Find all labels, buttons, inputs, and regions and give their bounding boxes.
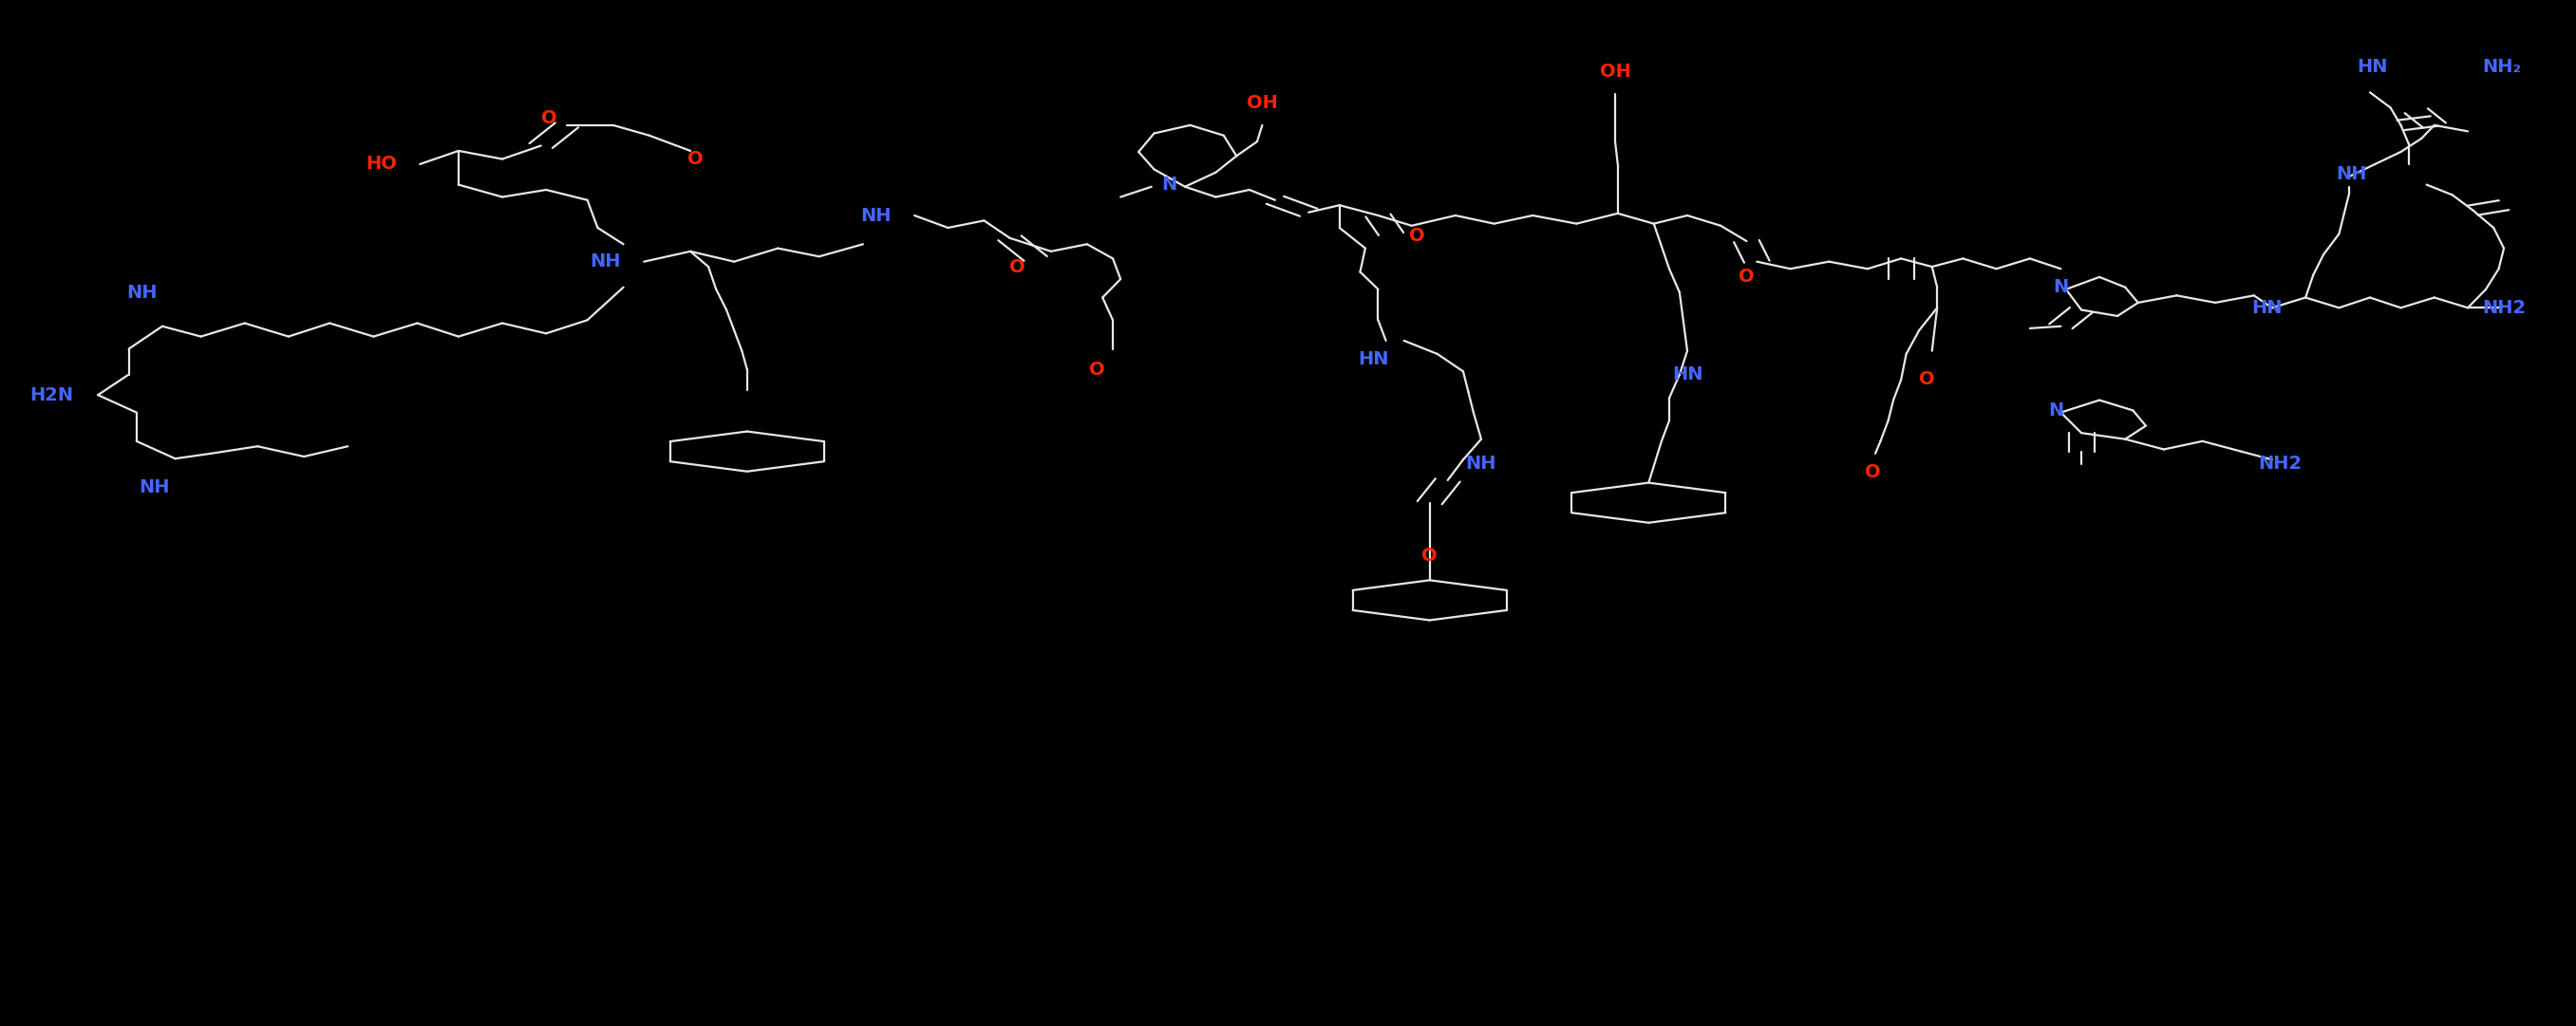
Text: NH: NH (139, 478, 170, 497)
Text: NH: NH (126, 283, 157, 302)
Text: N: N (2048, 401, 2063, 420)
Text: HN: HN (1358, 350, 1388, 368)
Text: N: N (1162, 175, 1177, 194)
Text: O: O (1865, 463, 1880, 481)
Text: H2N: H2N (28, 386, 75, 404)
Text: N: N (2053, 278, 2069, 297)
Text: NH: NH (860, 206, 891, 225)
Text: O: O (1422, 547, 1437, 565)
Text: HO: HO (366, 155, 397, 173)
Text: OH: OH (1247, 93, 1278, 112)
Text: NH: NH (1466, 455, 1497, 473)
Text: NH₂: NH₂ (2481, 57, 2522, 76)
Text: HN: HN (2357, 57, 2388, 76)
Text: NH2: NH2 (2257, 455, 2303, 473)
Text: NH2: NH2 (2481, 299, 2527, 317)
Text: O: O (1919, 370, 1935, 389)
Text: O: O (688, 150, 703, 168)
Text: HN: HN (1672, 365, 1703, 384)
Text: NH: NH (2336, 165, 2367, 184)
Text: O: O (1739, 268, 1754, 286)
Text: O: O (541, 109, 556, 127)
Text: O: O (1090, 360, 1105, 379)
Text: O: O (1010, 258, 1025, 276)
Text: O: O (1409, 227, 1425, 245)
Text: OH: OH (1600, 63, 1631, 81)
Text: NH: NH (590, 252, 621, 271)
Text: HN: HN (2251, 299, 2282, 317)
